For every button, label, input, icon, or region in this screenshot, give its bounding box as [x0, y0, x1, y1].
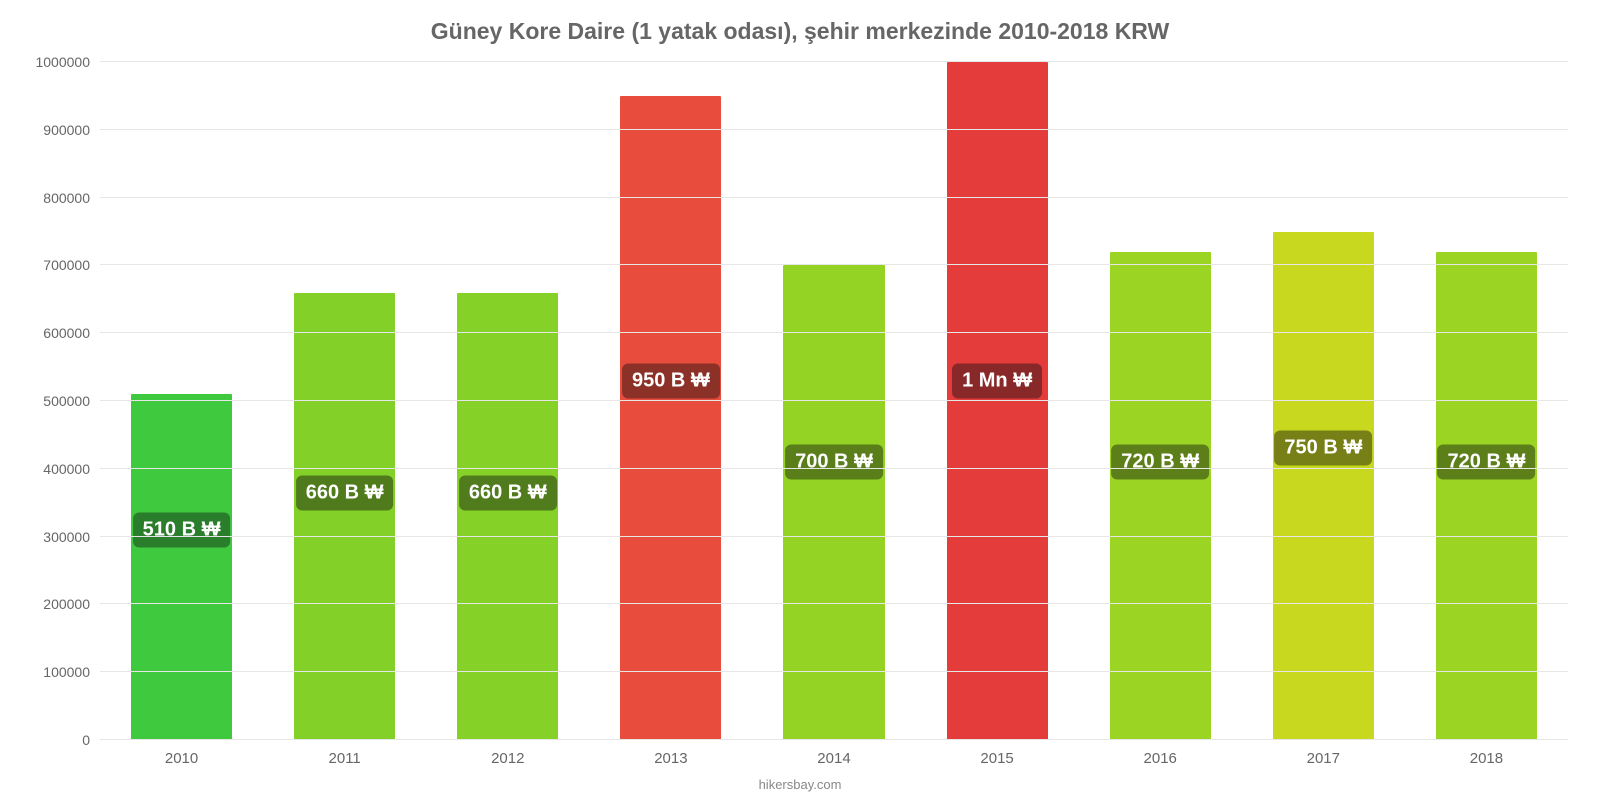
y-tick-label: 300000 — [43, 529, 90, 545]
grid-line — [100, 264, 1568, 265]
grid-line — [100, 671, 1568, 672]
bar-slot: 660 B ₩2012 — [426, 62, 589, 740]
x-tick-label: 2012 — [491, 750, 524, 767]
x-tick-label: 2017 — [1307, 750, 1340, 767]
bar-value-label: 660 B ₩ — [459, 475, 557, 510]
grid-line — [100, 739, 1568, 740]
grid-line — [100, 536, 1568, 537]
bar-slot: 720 B ₩2016 — [1079, 62, 1242, 740]
bar — [783, 265, 884, 740]
bar-value-label: 720 B ₩ — [1438, 445, 1536, 480]
x-tick-label: 2013 — [654, 750, 687, 767]
y-tick-label: 0 — [82, 732, 90, 748]
bar — [294, 293, 395, 740]
bar-slot: 1 Mn ₩2015 — [916, 62, 1079, 740]
chart-title: Güney Kore Daire (1 yatak odası), şehir … — [0, 0, 1600, 51]
bar-value-label: 660 B ₩ — [296, 475, 394, 510]
bar — [1436, 252, 1537, 740]
bar — [1110, 252, 1211, 740]
x-tick-label: 2010 — [165, 750, 198, 767]
bar-slot: 510 B ₩2010 — [100, 62, 263, 740]
grid-line — [100, 197, 1568, 198]
bar-slot: 950 B ₩2013 — [589, 62, 752, 740]
bar — [457, 293, 558, 740]
bars-group: 510 B ₩2010660 B ₩2011660 B ₩2012950 B ₩… — [100, 62, 1568, 740]
bar-value-label: 720 B ₩ — [1111, 445, 1209, 480]
bar-slot: 720 B ₩2018 — [1405, 62, 1568, 740]
grid-line — [100, 603, 1568, 604]
bar — [131, 394, 232, 740]
bar — [1273, 232, 1374, 741]
x-tick-label: 2011 — [329, 750, 361, 767]
grid-line — [100, 468, 1568, 469]
bar-value-label: 750 B ₩ — [1274, 431, 1372, 466]
chart-container: Güney Kore Daire (1 yatak odası), şehir … — [0, 0, 1600, 800]
chart-credit: hikersbay.com — [0, 777, 1600, 792]
y-tick-label: 500000 — [43, 393, 90, 409]
grid-line — [100, 61, 1568, 62]
y-tick-label: 400000 — [43, 461, 90, 477]
bar-value-label: 510 B ₩ — [133, 512, 231, 547]
x-tick-label: 2018 — [1470, 750, 1503, 767]
y-tick-label: 700000 — [43, 257, 90, 273]
y-tick-label: 900000 — [43, 122, 90, 138]
bar-value-label: 1 Mn ₩ — [952, 363, 1042, 398]
x-tick-label: 2014 — [817, 750, 850, 767]
bar-value-label: 700 B ₩ — [785, 445, 883, 480]
grid-line — [100, 332, 1568, 333]
x-tick-label: 2016 — [1144, 750, 1177, 767]
grid-line — [100, 129, 1568, 130]
x-tick-label: 2015 — [980, 750, 1013, 767]
bar-slot: 700 B ₩2014 — [752, 62, 915, 740]
y-tick-label: 800000 — [43, 190, 90, 206]
y-tick-label: 200000 — [43, 596, 90, 612]
y-tick-label: 1000000 — [35, 54, 90, 70]
y-tick-label: 100000 — [43, 664, 90, 680]
bar-value-label: 950 B ₩ — [622, 363, 720, 398]
bar — [947, 62, 1048, 740]
plot-area: 510 B ₩2010660 B ₩2011660 B ₩2012950 B ₩… — [100, 62, 1568, 740]
y-tick-label: 600000 — [43, 325, 90, 341]
bar — [620, 96, 721, 740]
bar-slot: 750 B ₩2017 — [1242, 62, 1405, 740]
bar-slot: 660 B ₩2011 — [263, 62, 426, 740]
grid-line — [100, 400, 1568, 401]
